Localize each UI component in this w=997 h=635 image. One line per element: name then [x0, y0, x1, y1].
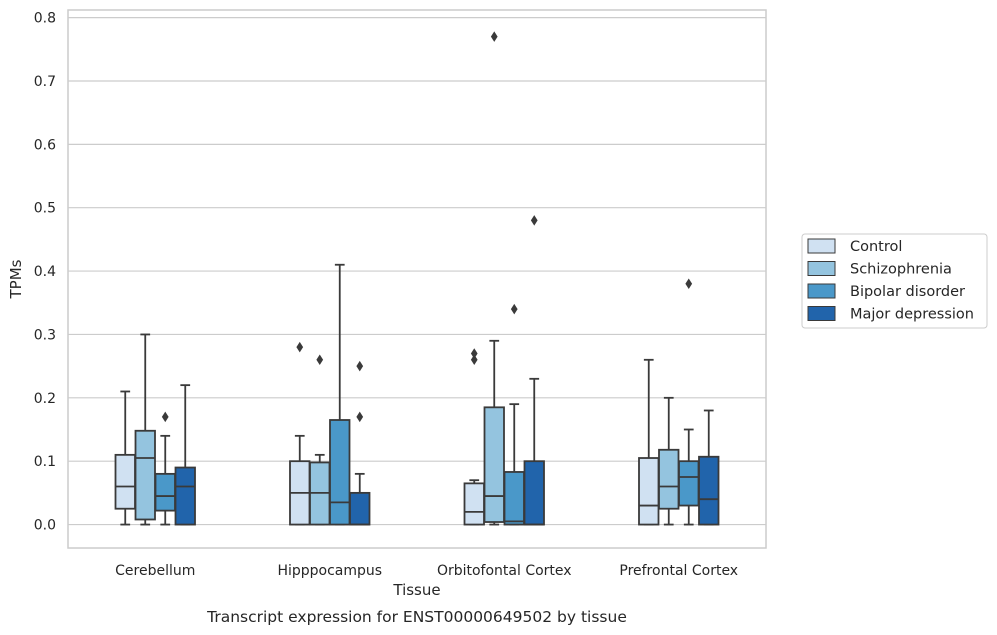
box-body: [638, 457, 660, 526]
outlier-point: [470, 348, 478, 359]
box-body: [174, 466, 196, 526]
box-bipolar-disorder: [503, 303, 525, 526]
legend-label: Schizophrenia: [850, 262, 952, 278]
y-tick-label: 0.1: [34, 454, 56, 470]
box-body: [114, 453, 136, 510]
y-tick-label: 0.2: [34, 391, 56, 407]
legend-label: Bipolar disorder: [850, 284, 965, 300]
outlier-point: [510, 303, 518, 315]
box-major-depression: [174, 384, 196, 526]
x-axis-label: Tissue: [392, 581, 440, 599]
plot-area-frame: [67, 9, 767, 549]
outlier-point: [470, 354, 478, 366]
outlier-point: [161, 411, 169, 423]
legend-label: Control: [850, 239, 902, 255]
x-tick-label: Cerebellum: [115, 563, 195, 579]
y-tick-label: 0.5: [34, 201, 56, 217]
box-schizophrenia: [309, 354, 331, 526]
outlier-point: [316, 354, 324, 366]
gridlines: [68, 17, 766, 526]
box-body: [483, 406, 505, 523]
x-tick-label: Prefrontal Cortex: [619, 563, 738, 579]
y-tick-label: 0.3: [34, 327, 56, 343]
box-schizophrenia: [483, 31, 505, 526]
box-schizophrenia: [134, 333, 156, 526]
box-major-depression: [349, 360, 371, 526]
box-body: [134, 429, 156, 521]
x-tick-labels: Cerebellum Hipppocampus Orbitofontal Corte…: [115, 563, 738, 579]
box-control: [289, 341, 311, 526]
outlier-point: [356, 360, 364, 372]
box-body: [678, 460, 700, 507]
box-schizophrenia: [658, 396, 680, 526]
legend: Control Schizophrenia Bipolar disorder Majo…: [801, 233, 988, 329]
box-control: [114, 390, 136, 526]
y-tick-label: 0.0: [34, 518, 56, 534]
x-tick-label: Orbitofontal Cortex: [437, 563, 572, 579]
y-tick-label: 0.8: [34, 11, 56, 27]
legend-swatch: [807, 283, 836, 299]
box-body: [463, 482, 485, 526]
box-body: [329, 419, 351, 526]
box-bipolar-disorder: [678, 278, 700, 526]
outlier-point: [490, 31, 498, 42]
box-major-depression: [698, 409, 720, 526]
box-bipolar-disorder: [329, 263, 351, 526]
box-body: [154, 472, 176, 512]
legend-swatch: [807, 238, 836, 254]
y-tick-label: 0.7: [34, 74, 56, 90]
box-body: [523, 460, 545, 526]
x-tick-label: Hipppocampus: [277, 563, 382, 579]
box-control: [463, 348, 485, 526]
outlier-point: [685, 278, 693, 290]
box-bipolar-disorder: [154, 411, 176, 526]
y-tick-label: 0.6: [34, 137, 56, 153]
y-axis-label: TPMs: [7, 259, 25, 299]
legend-label: Major depression: [850, 307, 974, 323]
chart-caption: Transcript expression for ENST0000064950…: [206, 608, 627, 626]
box-control: [638, 358, 660, 526]
y-tick-labels: 0.0 0.1 0.2 0.3 0.4 0.5 0.6 0.7 0.8: [34, 11, 56, 534]
legend-swatch: [807, 261, 836, 276]
legend-swatch: [807, 306, 836, 321]
box-major-depression: [523, 215, 545, 526]
outlier-point: [530, 215, 538, 226]
box-body: [503, 471, 525, 526]
outlier-point: [356, 411, 364, 423]
outlier-point: [296, 341, 304, 353]
legend-frame: [801, 233, 988, 329]
box-body: [349, 491, 371, 526]
box-body: [698, 455, 720, 526]
box-body: [658, 448, 680, 510]
boxes-layer: [114, 31, 720, 526]
y-tick-label: 0.4: [34, 264, 56, 280]
